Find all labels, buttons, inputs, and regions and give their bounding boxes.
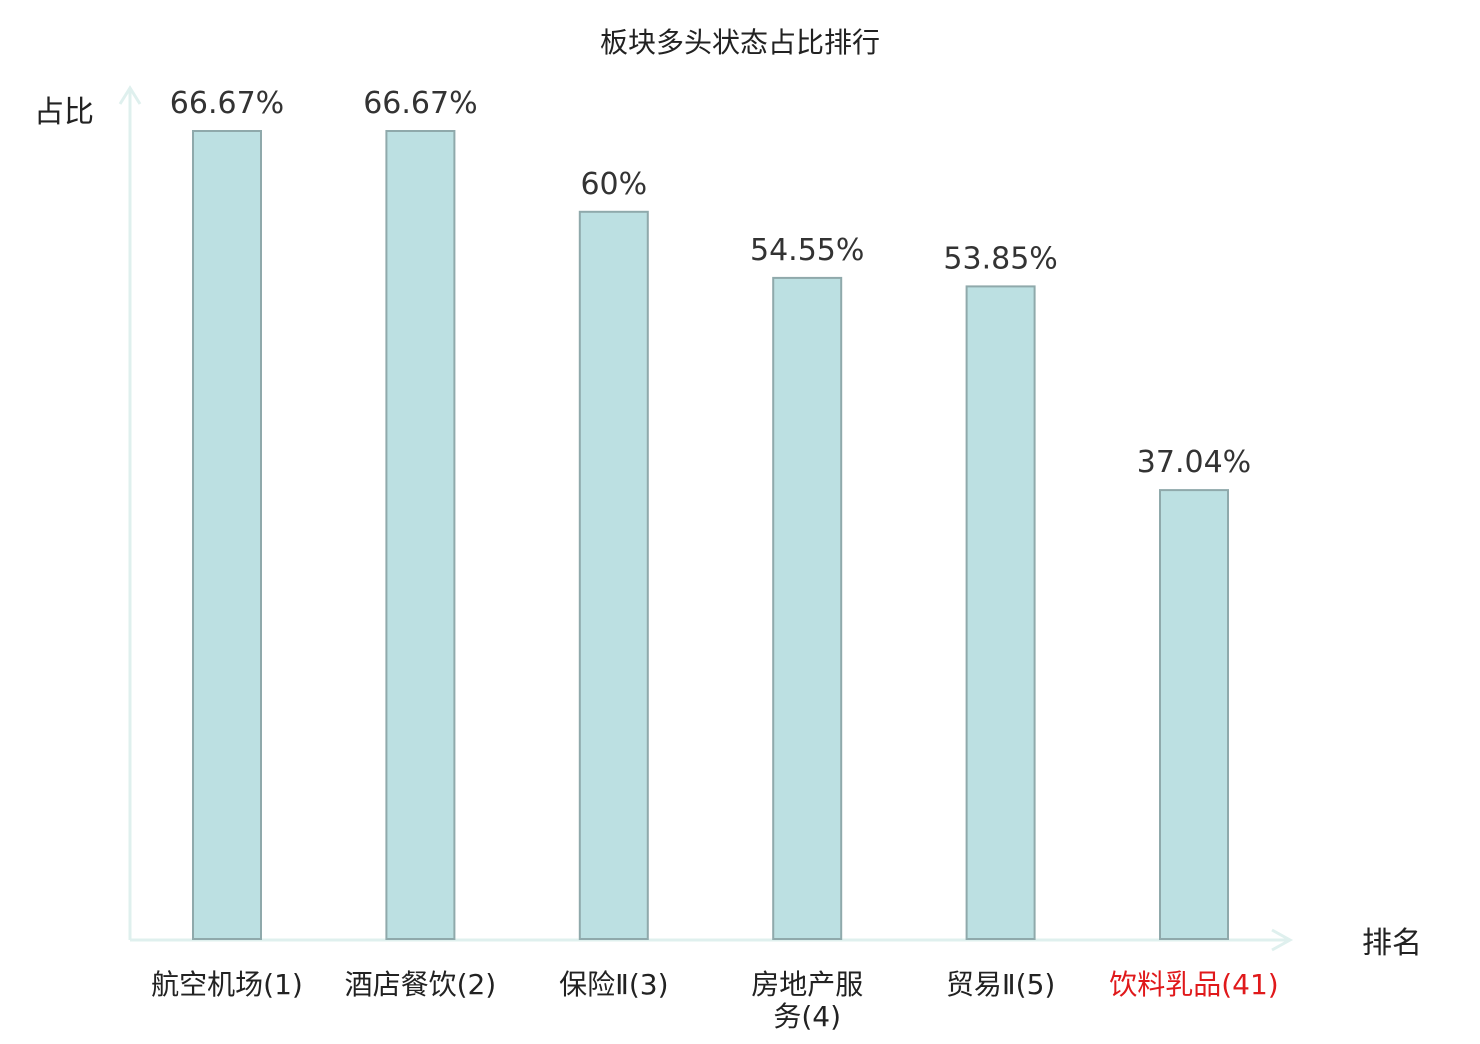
value-label: 66.67% (170, 86, 284, 121)
bar (965, 285, 1036, 940)
category-label: 贸易Ⅱ(5) (946, 968, 1055, 1001)
category-label: 保险Ⅱ(3) (559, 968, 668, 1001)
value-labels: 66.67% 66.67% 60% 54.55% 53.85% 37.04% (170, 86, 1251, 480)
bar (578, 210, 649, 941)
value-label: 53.85% (943, 241, 1057, 276)
x-axis-label: 排名 (1362, 926, 1422, 961)
category-label: 饮料乳品(41) (1109, 968, 1278, 1001)
y-axis-label: 占比 (34, 95, 94, 130)
bar (1159, 489, 1229, 940)
chart-title: 板块多头状态占比排行 (600, 26, 880, 59)
bar (192, 130, 262, 940)
bar (772, 276, 843, 940)
value-label: 37.04% (1137, 445, 1251, 480)
category-label: 房地产服务(4) (751, 968, 863, 1033)
value-label: 60% (580, 167, 647, 202)
value-label: 66.67% (363, 86, 477, 121)
value-label: 54.55% (750, 233, 864, 268)
x-axis-arrow (1271, 928, 1294, 952)
y-axis-arrow (118, 85, 142, 105)
category-label: 航空机场(1) (151, 968, 303, 1001)
bar (385, 130, 456, 940)
category-labels: 航空机场(1) 酒店餐饮(2) 保险Ⅱ(3) 房地产服务(4) 贸易Ⅱ(5) 饮料乳品(4… (151, 968, 1279, 1033)
axes (118, 85, 1294, 952)
category-label: 酒店餐饮(2) (345, 968, 497, 1001)
bars (192, 130, 1229, 941)
